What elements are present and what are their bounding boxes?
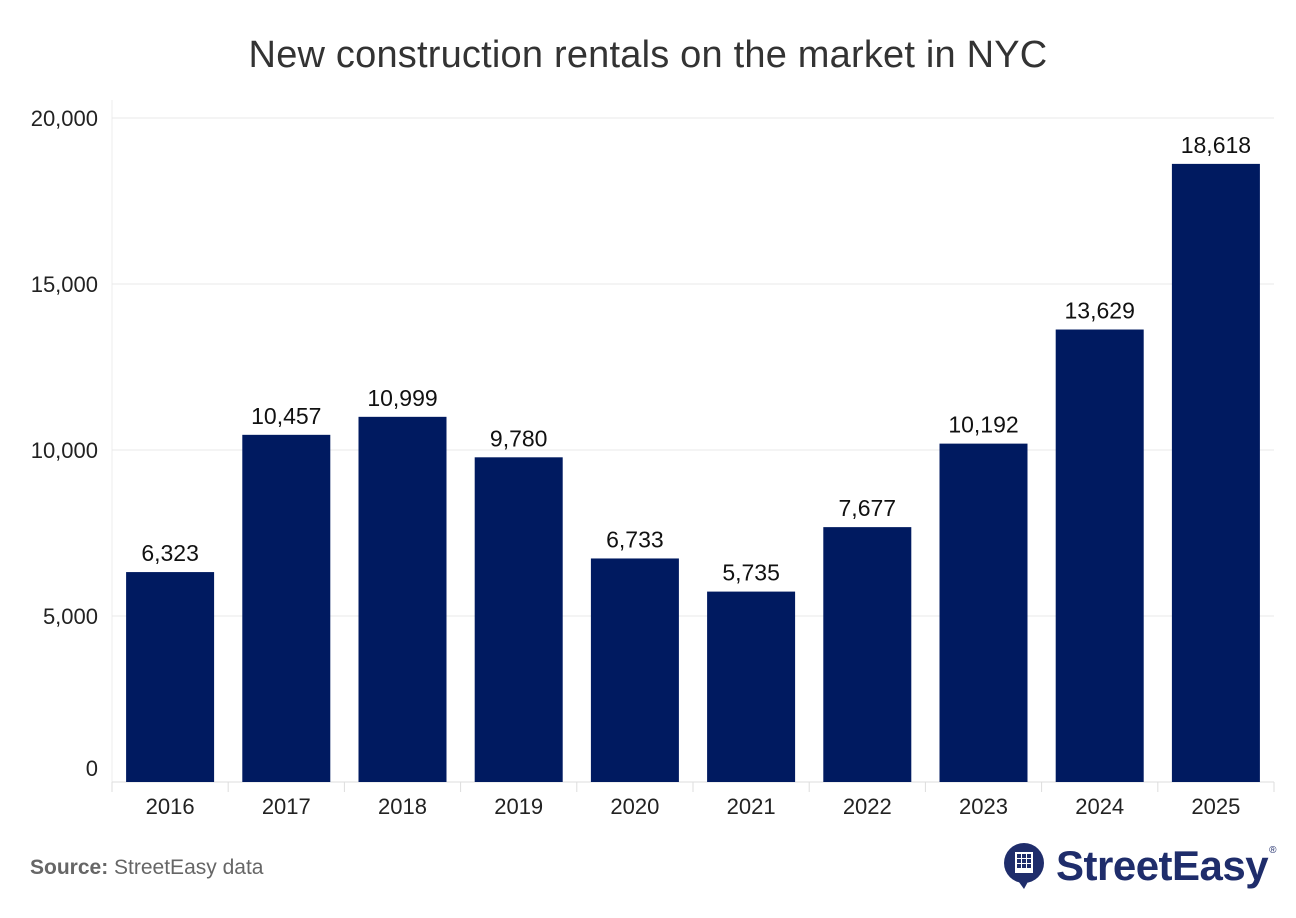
building-icon [1002, 842, 1046, 890]
source-text: StreetEasy data [114, 856, 264, 879]
y-tick-label: 5,000 [43, 604, 98, 629]
bar [358, 416, 447, 782]
source-label: Source: [30, 856, 109, 879]
x-tick-label: 2023 [959, 794, 1008, 819]
x-tick-label: 2018 [378, 794, 427, 819]
bar [939, 443, 1028, 782]
x-tick-label: 2020 [610, 794, 659, 819]
bar [707, 591, 796, 782]
data-label: 6,733 [606, 526, 664, 552]
bar [126, 572, 215, 782]
bar [1055, 329, 1144, 782]
data-label: 6,323 [141, 540, 199, 566]
x-tick-label: 2025 [1191, 794, 1240, 819]
data-label: 5,735 [722, 560, 780, 586]
x-tick-label: 2021 [727, 794, 776, 819]
x-tick-label: 2016 [146, 794, 195, 819]
y-tick-label: 20,000 [31, 106, 98, 131]
data-label: 10,999 [367, 385, 437, 411]
chart-title: New construction rentals on the market i… [248, 34, 1048, 76]
bar [242, 434, 331, 782]
bar [823, 527, 912, 782]
data-label: 9,780 [490, 425, 548, 451]
data-label: 7,677 [839, 495, 897, 521]
data-label: 13,629 [1065, 298, 1135, 324]
streeteasy-logo: StreetEasy ® [1002, 840, 1277, 892]
data-label: 18,618 [1181, 132, 1251, 158]
brand-name: StreetEasy [1056, 842, 1269, 889]
bar [474, 457, 563, 782]
bar [1171, 163, 1260, 783]
x-tick-label: 2024 [1075, 794, 1124, 819]
registered-mark: ® [1269, 844, 1277, 856]
x-tick-label: 2019 [494, 794, 543, 819]
y-tick-label: 15,000 [31, 272, 98, 297]
y-tick-label: 10,000 [31, 438, 98, 463]
x-tick-label: 2022 [843, 794, 892, 819]
data-label: 10,457 [251, 403, 321, 429]
y-tick-label: 0 [86, 756, 98, 781]
data-label: 10,192 [948, 412, 1018, 438]
x-tick-label: 2017 [262, 794, 311, 819]
source-note: Source: StreetEasy data [30, 856, 263, 880]
bar [590, 558, 679, 782]
